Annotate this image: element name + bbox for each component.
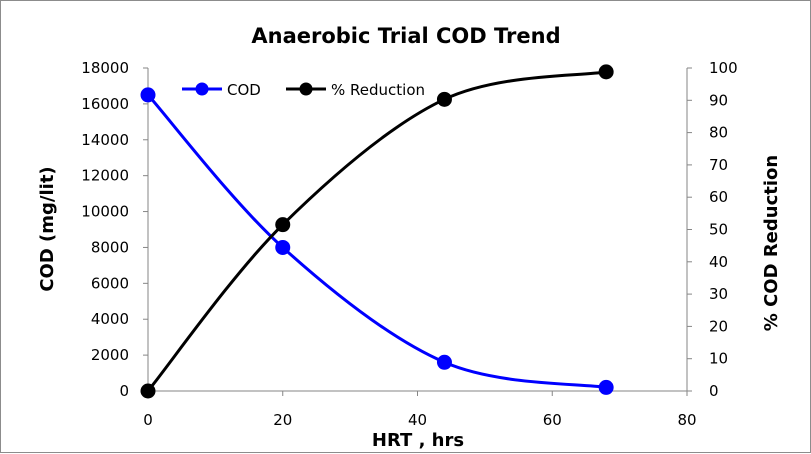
right-y-tick-label: 70 [709, 156, 728, 174]
data-point-cod [598, 379, 614, 395]
series-line-cod [146, 93, 607, 389]
data-point-reduction [436, 91, 452, 107]
legend-label-cod: COD [227, 81, 261, 99]
left-y-tick-label: 18000 [81, 59, 129, 77]
right-y-tick-label: 0 [709, 382, 719, 400]
x-axis-title: HRT , hrs [372, 430, 464, 451]
x-tick-label: 60 [543, 411, 562, 429]
left-y-tick-label: 10000 [81, 203, 129, 221]
right-y-tick-label: 90 [709, 91, 728, 109]
right-y-tick-label: 80 [709, 124, 728, 142]
x-tick-label: 80 [677, 411, 696, 429]
left-y-tick-label: 8000 [91, 238, 129, 256]
data-point-cod [140, 87, 156, 103]
x-tick-label: 20 [273, 411, 292, 429]
right-y-tick-label: 20 [709, 317, 728, 335]
right-y-tick-label: 10 [709, 350, 728, 368]
data-point-reduction [275, 217, 291, 233]
data-point-reduction [598, 64, 614, 80]
legend: COD % Reduction [182, 81, 425, 99]
right-y-tick-label: 60 [709, 188, 728, 206]
right-y-tick-label: 40 [709, 253, 728, 271]
left-y-tick-label: 2000 [91, 346, 129, 364]
data-point-cod [436, 354, 452, 370]
x-tick-label: 0 [143, 411, 153, 429]
ticks-layer: 0200040006000800010000120001400016000180… [81, 59, 737, 429]
left-y-tick-label: 16000 [81, 95, 129, 113]
legend-marker-reduction [299, 82, 313, 96]
data-point-cod [275, 239, 291, 255]
x-tick-label: 40 [408, 411, 427, 429]
right-y-tick-label: 50 [709, 221, 728, 239]
left-y-tick-label: 14000 [81, 131, 129, 149]
legend-label-reduction: % Reduction [331, 81, 425, 99]
left-y-tick-label: 4000 [91, 310, 129, 328]
left-y-tick-label: 12000 [81, 167, 129, 185]
chart-title: Anaerobic Trial COD Trend [251, 24, 560, 48]
series-layer [140, 64, 614, 399]
right-y-tick-label: 100 [709, 59, 738, 77]
legend-marker-cod [195, 82, 209, 96]
left-y-tick-label: 0 [119, 382, 129, 400]
right-y-tick-label: 30 [709, 285, 728, 303]
right-y-axis-title: % COD Reduction [761, 155, 782, 331]
data-point-reduction [140, 383, 156, 399]
series-line-reduction [146, 70, 607, 392]
left-y-tick-label: 6000 [91, 274, 129, 292]
left-y-axis-title: COD (mg/lit) [37, 166, 58, 291]
